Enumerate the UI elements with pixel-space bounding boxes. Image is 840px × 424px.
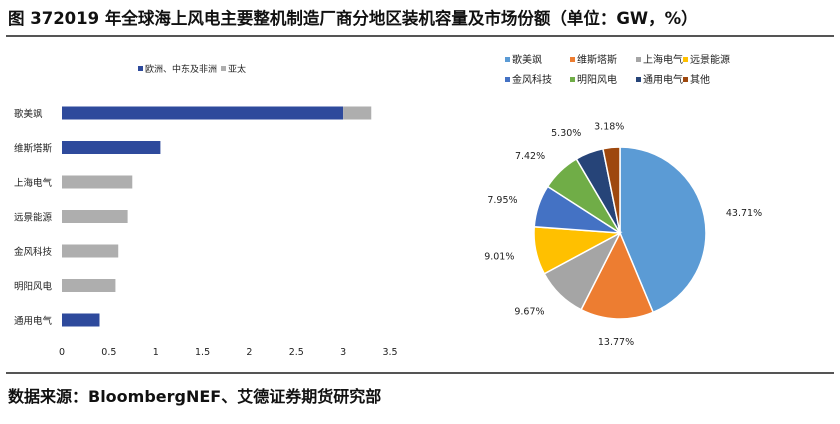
x-tick-6: 3 [340,347,346,358]
x-tick-7: 3.5 [382,347,397,358]
bar-1-0 [62,141,161,154]
category-label-4: 金风科技 [14,246,53,258]
legend-label-1: 亚太 [228,63,246,75]
category-label-2: 上海电气 [14,177,53,189]
figure-title: 图 372019 年全球海上风电主要整机制造厂商分地区装机容量及市场份额（单位：… [8,9,698,28]
category-label-1: 维斯塔斯 [14,143,53,155]
x-tick-2: 1 [153,347,159,358]
category-label-5: 明阳风电 [14,281,53,293]
legend-swatch-1 [221,66,226,71]
pie-data-label-6: 5.30% [551,128,581,139]
top-divider [6,35,834,37]
source-note: 数据来源：BloombergNEF、艾德证券期货研究部 [8,387,382,406]
pie-slice-0 [619,146,707,314]
pie-slice-1 [580,231,655,320]
pie-legend-swatch-7 [683,77,688,82]
pie-legend-swatch-6 [636,77,641,82]
pie-data-label-1: 13.77% [598,337,634,348]
pie-legend-label-7: 其他 [690,73,710,86]
pie-legend-label-1: 维斯塔斯 [577,53,617,66]
pie-legend-swatch-2 [636,57,641,62]
bar-3-1 [62,210,128,223]
bar-4-1 [62,244,119,258]
legend-swatch-0 [138,66,143,71]
bar-2-1 [62,175,133,189]
bar-0-1 [343,106,372,120]
pie-data-label-2: 9.67% [514,306,544,317]
pie-data-label-4: 7.95% [487,195,517,206]
pie-data-label-0: 43.71% [726,208,762,219]
pie-legend-label-4: 金风科技 [512,73,552,86]
bar-6-0 [62,313,100,327]
category-label-0: 歌美飒 [14,108,43,120]
pie-slice-7 [602,146,621,234]
pie-legend-label-5: 明阳风电 [577,73,617,86]
x-tick-5: 2.5 [289,347,304,358]
pie-legend-swatch-0 [505,57,510,62]
pie-legend-swatch-4 [505,77,510,82]
bar-legend: 欧洲、中东及非洲 亚太 [138,63,246,75]
pie-data-label-3: 9.01% [484,252,514,263]
pie-legend-swatch-3 [683,57,688,62]
pie-legend-swatch-5 [570,77,575,82]
legend-label-0: 欧洲、中东及非洲 [145,63,217,75]
x-tick-3: 1.5 [195,347,210,358]
bar-5-1 [62,279,116,292]
x-tick-0: 0 [59,347,65,358]
pie-legend-label-2: 上海电气 [643,53,683,66]
pie-legend-swatch-1 [570,57,575,62]
x-tick-1: 0.5 [101,347,116,358]
bottom-divider [6,372,834,374]
bar-0-0 [62,106,344,120]
x-tick-4: 2 [246,347,252,358]
pie-legend-label-0: 歌美飒 [512,53,542,66]
pie-legend-label-3: 远景能源 [690,53,730,66]
pie-data-label-5: 7.42% [515,151,545,162]
category-label-6: 通用电气 [14,315,53,327]
pie-legend-label-6: 通用电气 [643,73,683,86]
pie-data-label-7: 3.18% [594,122,624,133]
category-label-3: 远景能源 [14,212,53,224]
